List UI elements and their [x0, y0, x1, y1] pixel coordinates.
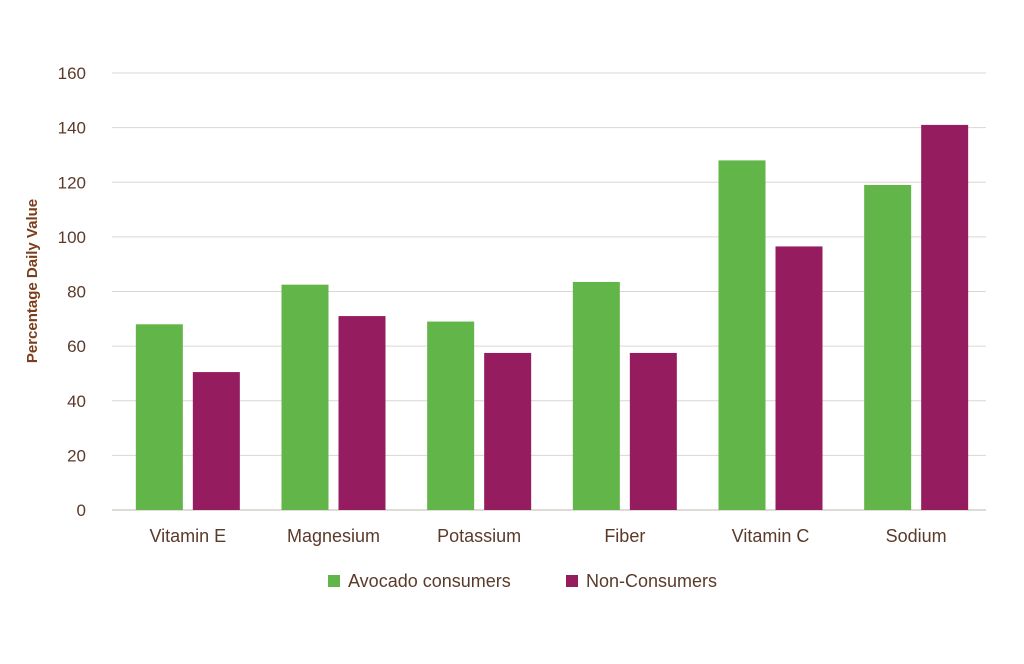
legend-swatch [328, 575, 340, 587]
x-category-label: Fiber [604, 526, 645, 546]
bar-non-consumers [338, 316, 386, 510]
legend: Avocado consumers Non-Consumers [328, 571, 717, 591]
y-tick-label: 60 [67, 337, 86, 356]
bar-non-consumers [629, 352, 677, 510]
bar-non-consumers [921, 124, 969, 511]
bar-avocado-consumers [864, 184, 912, 510]
bar-avocado-consumers [572, 281, 620, 510]
legend-label: Avocado consumers [348, 571, 511, 591]
x-axis-categories: Vitamin E Magnesium Potassium Fiber Vitamin … [149, 526, 946, 546]
legend-label: Non-Consumers [586, 571, 717, 591]
legend-swatch [566, 575, 578, 587]
y-axis-label: Percentage Daily Value [24, 199, 41, 363]
x-category-label: Sodium [886, 526, 947, 546]
x-category-label: Vitamin E [149, 526, 226, 546]
grid-lines [112, 72, 986, 511]
x-category-label: Potassium [437, 526, 521, 546]
bar-avocado-consumers [718, 160, 766, 510]
bar-non-consumers [484, 352, 532, 510]
bars [135, 124, 969, 511]
bar-avocado-consumers [135, 324, 183, 510]
x-category-label: Vitamin C [732, 526, 810, 546]
bar-avocado-consumers [427, 321, 475, 510]
y-tick-label: 140 [58, 119, 86, 138]
y-tick-label: 100 [58, 228, 86, 247]
y-axis-ticks: 0 20 40 60 80 100 120 140 160 [58, 64, 86, 520]
bar-non-consumers [775, 246, 823, 510]
y-tick-label: 80 [67, 283, 86, 302]
y-tick-label: 120 [58, 173, 86, 192]
y-tick-label: 40 [67, 392, 86, 411]
y-tick-label: 0 [77, 501, 86, 520]
bar-avocado-consumers [281, 284, 329, 510]
bar-non-consumers [192, 372, 240, 510]
y-tick-label: 160 [58, 64, 86, 83]
y-tick-label: 20 [67, 446, 86, 465]
x-category-label: Magnesium [287, 526, 380, 546]
